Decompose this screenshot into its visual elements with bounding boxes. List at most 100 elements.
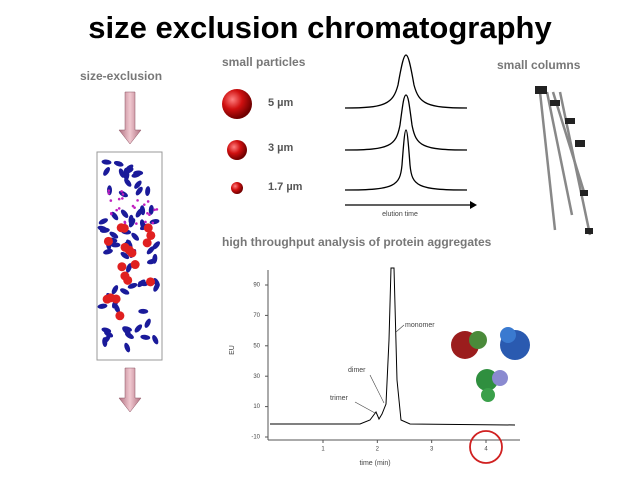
bead — [124, 178, 132, 187]
bead — [113, 303, 120, 313]
small-dot — [121, 192, 125, 196]
annotation: dimer — [348, 367, 366, 374]
small-dot — [107, 192, 111, 195]
protein-dot — [103, 236, 113, 246]
bead — [146, 246, 155, 255]
protein-dot — [146, 230, 156, 240]
bead — [111, 211, 119, 221]
small-dot — [136, 199, 139, 202]
bead — [134, 180, 142, 189]
small-dot — [135, 222, 138, 225]
small-dot — [144, 220, 147, 224]
protein-dot — [115, 311, 125, 321]
peaks — [344, 54, 468, 191]
bead — [138, 308, 149, 314]
bead — [113, 160, 124, 167]
heading: high throughput analysis of protein aggr… — [222, 235, 492, 249]
protein-dot — [142, 238, 152, 248]
small-dot — [146, 212, 149, 215]
bead — [135, 186, 143, 196]
bead — [103, 167, 111, 176]
particle — [231, 182, 243, 194]
bead — [128, 214, 134, 225]
bead — [122, 327, 131, 335]
bead — [153, 282, 160, 292]
bead — [111, 285, 119, 295]
pointer — [354, 401, 376, 414]
bead — [118, 168, 125, 178]
annotation: monomer — [405, 322, 435, 329]
beads — [97, 159, 161, 353]
small-dot — [117, 207, 121, 210]
small-dot — [133, 206, 136, 209]
annotation: trimer — [330, 395, 349, 402]
particle — [222, 89, 252, 119]
bead — [148, 204, 154, 215]
bead — [124, 342, 131, 353]
title: size exclusion chromatography — [88, 10, 552, 45]
axis-label: elution time — [382, 211, 418, 218]
bead — [97, 303, 108, 309]
x-tick-label: 2 — [376, 447, 380, 453]
bead — [134, 324, 143, 333]
small-dot — [120, 190, 123, 193]
x-tick-label: 4 — [484, 447, 488, 453]
small-dot — [115, 208, 118, 212]
small-dot — [121, 197, 124, 200]
y-tick-label: 10 — [253, 404, 260, 410]
bead — [145, 186, 151, 197]
heading: small columns — [497, 58, 581, 72]
arrow — [118, 91, 142, 145]
bead — [98, 218, 108, 225]
panel-label: size-exclusion — [80, 69, 162, 83]
particle — [227, 140, 247, 160]
size-label: 1.7 µm — [268, 181, 303, 193]
bead — [140, 334, 151, 340]
bead — [131, 172, 142, 178]
bead — [120, 209, 129, 218]
small-dot — [151, 221, 155, 225]
y-tick-label: 90 — [253, 283, 260, 289]
protein-dot — [130, 260, 140, 270]
bead — [102, 335, 111, 344]
small-dot — [117, 197, 121, 201]
bead — [144, 318, 151, 328]
bead — [99, 227, 110, 233]
columns-drawing — [538, 91, 592, 236]
pointer — [395, 324, 405, 333]
protein-dot — [119, 223, 129, 233]
bead — [123, 167, 129, 178]
chromatogram: -10 10 30 50 70 90 1 2 3 4 — [251, 283, 488, 453]
highlight-circle — [469, 430, 503, 464]
protein-dot — [106, 293, 116, 303]
size-label: 3 µm — [268, 142, 294, 154]
pointer — [369, 374, 385, 404]
bead — [109, 231, 119, 239]
bead — [152, 253, 158, 264]
small-dot — [155, 208, 159, 211]
bead — [127, 282, 138, 289]
trace — [270, 267, 516, 426]
x-axis-label: time (min) — [359, 460, 390, 467]
protein-dot — [120, 242, 130, 252]
bead — [152, 335, 159, 345]
bead — [101, 159, 112, 165]
y-tick-label: 50 — [253, 343, 260, 349]
small-dot — [131, 204, 135, 208]
bead — [120, 251, 130, 260]
small-dot — [109, 212, 113, 215]
protein-dot — [123, 275, 133, 285]
y-tick-label: 70 — [253, 313, 260, 319]
y-tick-label: 30 — [253, 374, 260, 380]
x-tick-label: 3 — [430, 447, 434, 453]
column-fittings — [535, 86, 593, 234]
small-dot — [146, 200, 150, 203]
small-dot — [109, 199, 113, 202]
bead — [120, 288, 130, 295]
small-dot — [142, 203, 146, 206]
size-label: 5 µm — [268, 97, 294, 109]
bead — [137, 279, 146, 288]
protein-dot — [127, 248, 137, 258]
bead — [126, 263, 132, 273]
